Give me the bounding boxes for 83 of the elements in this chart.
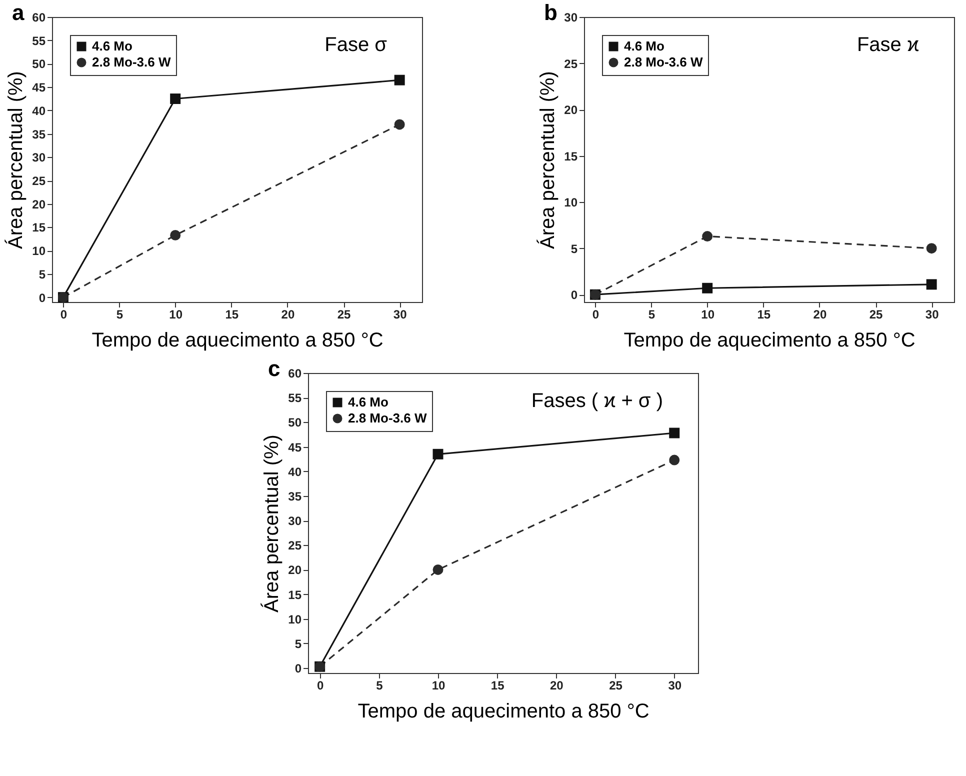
y-tick-label: 0 [570, 288, 578, 302]
y-tick-label: 40 [32, 104, 46, 118]
chart-title: c [268, 356, 280, 381]
x-tick-label: 5 [116, 308, 124, 322]
point [669, 428, 680, 438]
x-tick-label: 15 [490, 678, 505, 692]
x-tick-label: 25 [337, 308, 352, 322]
legend-label: 2.8 Mo-3.6 W [348, 410, 428, 426]
y-axis-title: Área percentual (%) [4, 71, 28, 249]
annotation: Fases ( ϰ + σ ) [531, 390, 663, 412]
y-tick-label: 60 [32, 10, 46, 24]
legend-label: 4.6 Mo [348, 394, 389, 410]
x-axis-title: Tempo de aquecimento a 850 °C [92, 330, 384, 352]
chart-title: a [12, 0, 25, 25]
x-axis-title: Tempo de aquecimento a 850 °C [358, 700, 650, 722]
point [432, 448, 444, 460]
annotation: Fase σ [324, 34, 388, 56]
legend-label: 4.6 Mo [92, 38, 133, 54]
x-tick-label: 25 [869, 308, 884, 322]
x-tick-label: 30 [668, 678, 682, 692]
y-tick-label: 25 [288, 538, 302, 553]
x-tick-label: 0 [316, 678, 324, 692]
chart-title: b [544, 0, 558, 25]
y-tick-label: 45 [288, 440, 302, 454]
x-tick-label: 10 [701, 308, 715, 322]
x-tick-label: 0 [592, 308, 600, 322]
y-tick-label: 30 [564, 10, 578, 24]
x-axis-title: Tempo de aquecimento a 850 °C [624, 330, 916, 352]
x-tick-label: 20 [813, 308, 827, 322]
y-tick-label: 35 [288, 489, 302, 504]
y-tick-label: 50 [288, 416, 302, 430]
x-tick-label: 15 [225, 308, 239, 322]
x-tick-label: 25 [609, 678, 623, 692]
y-tick-label: 15 [564, 149, 578, 164]
x-tick-label: 30 [393, 308, 408, 322]
y-tick-label: 45 [32, 80, 46, 95]
point [394, 74, 405, 86]
y-tick-label: 15 [32, 220, 46, 235]
x-tick-label: 10 [432, 678, 446, 692]
y-tick-label: 25 [32, 174, 46, 188]
y-tick-label: 0 [38, 290, 46, 305]
y-axis-title: Área percentual (%) [260, 434, 284, 612]
y-tick-label: 20 [288, 563, 302, 578]
y-tick-label: 20 [32, 197, 46, 212]
annotation: Fase ϰ [856, 34, 919, 56]
point [702, 282, 713, 294]
y-tick-label: 55 [32, 34, 46, 48]
point [394, 119, 405, 130]
x-tick-label: 0 [60, 308, 68, 322]
y-tick-label: 0 [294, 662, 302, 676]
y-tick-label: 35 [32, 127, 46, 142]
point [702, 231, 713, 242]
legend-label: 4.6 Mo [624, 38, 665, 54]
y-tick-label: 15 [288, 588, 302, 602]
x-tick-label: 5 [648, 308, 656, 322]
y-tick-label: 5 [38, 267, 46, 282]
y-tick-label: 55 [288, 391, 302, 406]
y-tick-label: 10 [32, 244, 46, 258]
point [926, 243, 937, 254]
y-tick-label: 40 [288, 464, 302, 479]
y-tick-label: 20 [564, 103, 578, 118]
y-tick-label: 60 [288, 366, 302, 380]
y-tick-label: 30 [32, 150, 46, 165]
y-tick-label: 10 [564, 196, 578, 210]
point [926, 279, 937, 290]
point [170, 230, 181, 240]
y-tick-label: 30 [288, 514, 302, 528]
point [432, 564, 444, 575]
y-axis-title: Área percentual (%) [536, 71, 560, 249]
y-tick-label: 50 [32, 57, 46, 72]
x-tick-label: 10 [169, 308, 183, 322]
legend-label: 2.8 Mo-3.6 W [624, 54, 704, 70]
point [669, 454, 680, 466]
y-tick-label: 25 [564, 56, 578, 71]
point [170, 94, 181, 104]
x-tick-label: 20 [550, 678, 564, 692]
x-tick-label: 5 [376, 678, 384, 692]
y-tick-label: 5 [570, 242, 578, 256]
y-tick-label: 5 [294, 636, 302, 651]
legend-label: 2.8 Mo-3.6 W [92, 54, 172, 70]
y-tick-label: 10 [288, 612, 302, 626]
x-tick-label: 30 [925, 308, 940, 322]
x-tick-label: 15 [757, 308, 771, 322]
